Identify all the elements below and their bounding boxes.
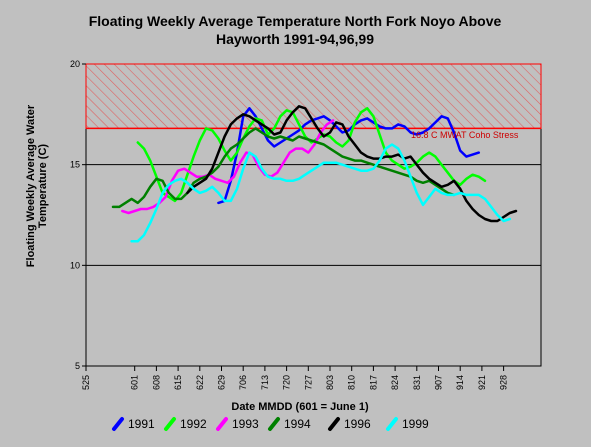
series-line-1991: [217, 107, 481, 205]
x-tick-label: 615: [173, 375, 183, 390]
x-tick-label: 914: [455, 375, 465, 390]
legend-label-1992: 1992: [180, 417, 207, 431]
y-tick-label: 15: [70, 160, 80, 170]
gridlines: [86, 164, 541, 266]
x-tick-label: 629: [217, 375, 227, 390]
x-tick-label: 706: [238, 375, 248, 390]
chart-title-line2: Hayworth 1991-94,96,99: [216, 31, 374, 47]
x-tick-label: 928: [499, 375, 509, 390]
y-tick-label: 10: [70, 260, 80, 270]
x-axis-ticks: 525 601 608 615 622 629 706 713 720 727 803 810 817 8…: [81, 366, 509, 390]
y-axis-ticks: 5 10 15 20: [70, 59, 86, 371]
y-tick-label: 20: [70, 59, 80, 69]
x-tick-label: 622: [195, 375, 205, 390]
x-tick-label: 727: [303, 375, 313, 390]
series-line-1996: [186, 105, 518, 223]
legend: 1991 1992 1993 1994 1996 1999: [112, 417, 429, 431]
threshold-label: 16.8 C MWAT Coho Stress: [411, 130, 519, 140]
x-tick-label: 921: [477, 375, 487, 390]
x-tick-label: 824: [390, 375, 400, 390]
legend-swatch-1991: [112, 417, 124, 431]
series-line-1994: [111, 127, 456, 209]
x-tick-label: 713: [260, 375, 270, 390]
legend-swatch-1993: [216, 417, 228, 431]
legend-label-1996: 1996: [344, 417, 371, 431]
y-axis-label-line2: Temperature (C): [37, 144, 49, 228]
series-line-1999: [130, 143, 512, 243]
x-tick-label: 525: [81, 375, 91, 390]
legend-swatch-1994: [268, 417, 280, 431]
legend-label-1991: 1991: [128, 417, 155, 431]
series-lines: [111, 105, 518, 243]
legend-label-1994: 1994: [284, 417, 311, 431]
x-tick-label: 720: [282, 375, 292, 390]
x-tick-label: 831: [412, 375, 422, 390]
series-line-1992: [136, 107, 487, 203]
x-tick-label: 608: [151, 375, 161, 390]
legend-label-1993: 1993: [232, 417, 259, 431]
threshold-hatch: [85, 63, 542, 129]
x-axis-label: Date MMDD (601 = June 1): [231, 401, 369, 413]
x-tick-label: 803: [325, 375, 335, 390]
chart-title-line1: Floating Weekly Average Temperature Nort…: [89, 13, 502, 29]
legend-swatch-1999: [386, 417, 398, 431]
x-tick-label: 810: [347, 375, 357, 390]
legend-swatch-1996: [328, 417, 340, 431]
legend-swatch-1992: [164, 417, 176, 431]
x-tick-label: 817: [368, 375, 378, 390]
x-tick-label: 601: [130, 375, 140, 390]
x-tick-label: 907: [434, 375, 444, 390]
legend-label-1999: 1999: [402, 417, 429, 431]
y-tick-label: 5: [75, 361, 80, 371]
threshold-zone: [85, 63, 542, 130]
y-axis-label-line1: Floating Weekly Average Water: [25, 104, 37, 267]
